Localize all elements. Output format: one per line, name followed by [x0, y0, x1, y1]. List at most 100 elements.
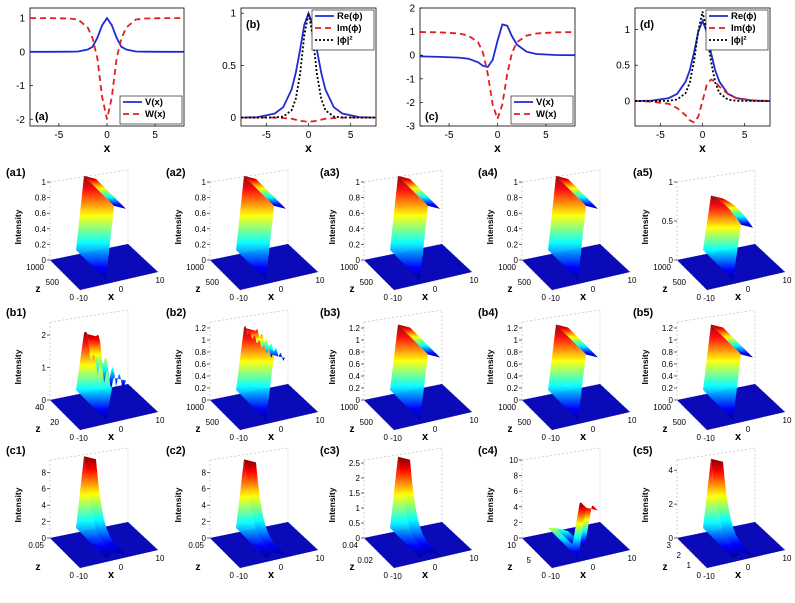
surface-chart-a1: 00.20.40.60.81Intensity05001000z-10010x(… [6, 167, 165, 303]
z-tick-label: 0.6 [349, 209, 361, 218]
panel-label: (c5) [633, 445, 653, 457]
line-chart-d: -5 0 5 0 0.5 1 x (d) Re(ϕ)Im(ϕ)|ϕ|² [616, 7, 771, 155]
z-tick-label: 0.8 [35, 194, 47, 203]
z-tick-label: 0.6 [35, 209, 47, 218]
series-line-re [634, 18, 771, 102]
z-tick-label: 6 [514, 487, 519, 496]
z-tick-label: 2 [669, 500, 674, 509]
z-tick-label: 0 [356, 534, 361, 543]
z-tick-label: 2 [42, 331, 47, 340]
x-tick-label: 0 [700, 130, 706, 141]
surface-ridge-face [236, 325, 274, 420]
intensity-axis-label: Intensity [13, 487, 23, 522]
depth-axis-label: z [663, 424, 668, 435]
depth-axis-label: z [663, 562, 668, 573]
surface-ridge-top [244, 175, 286, 209]
x-tick-label: 5 [152, 130, 158, 141]
surface-ridge-face [390, 175, 428, 280]
x-tick-label: 0 [306, 130, 312, 141]
legend-entry: Re(ϕ) [731, 11, 757, 22]
depth-tick-label: 0 [542, 571, 547, 580]
x-tick-label: 0 [279, 425, 284, 434]
surface-chart-a2: 00.20.40.60.81Intensity05001000z-10010x(… [166, 167, 325, 303]
series-line-im [634, 78, 771, 124]
depth-tick-label: 0 [697, 293, 702, 302]
x-tick-label: -10 [236, 294, 248, 303]
z-tick-label: 0.2 [195, 240, 207, 249]
x-tick-label: -10 [548, 434, 560, 443]
y-tick-label: -3 [406, 122, 415, 133]
x-tick-label: -10 [236, 434, 248, 443]
surface-chart-b3: 00.20.40.60.811.2Intensity05001000z-1001… [320, 307, 479, 443]
z-tick-label: 8 [42, 468, 47, 477]
x-tick-label: -5 [445, 130, 454, 141]
surface-chart-a4: 00.20.40.60.81Intensity05001000z-10010x(… [478, 167, 637, 303]
x-tick-label: 0 [433, 425, 438, 434]
x-tick-label: -10 [76, 572, 88, 581]
x-axis-label: x [735, 431, 742, 443]
z-tick-label: 10 [509, 456, 518, 465]
z-tick-label: 0.6 [662, 360, 674, 369]
panel-label: (a5) [633, 167, 653, 179]
depth-tick-label: 3 [667, 541, 672, 550]
x-axis-label: x [108, 291, 115, 303]
z-tick-label: 0 [202, 396, 207, 405]
x-tick-label: 10 [628, 416, 637, 425]
z-tick-label: 0.6 [507, 209, 519, 218]
z-tick-label: 0.2 [662, 384, 674, 393]
depth-axis-label: z [36, 562, 41, 573]
legend: Re(ϕ)Im(ϕ)|ϕ|² [705, 9, 769, 51]
depth-tick-label: 0 [230, 433, 235, 442]
z-tick-label: 0 [202, 256, 207, 265]
panel-label: (a2) [166, 167, 186, 179]
x-tick-label: -10 [703, 434, 715, 443]
x-axis-label: x [108, 431, 115, 443]
panel-label: (b2) [166, 307, 187, 319]
legend: V(x)W(x) [119, 95, 183, 125]
legend-entry: W(x) [536, 109, 557, 120]
z-tick-label: 0 [202, 534, 207, 543]
depth-tick-label: 1000 [26, 263, 44, 272]
legend-entry: Im(ϕ) [731, 23, 756, 34]
y-tick-label: 0 [19, 47, 25, 58]
z-tick-label: 4 [669, 466, 674, 475]
depth-tick-label: 0.04 [342, 541, 358, 550]
surface-ridge-top [244, 325, 286, 361]
z-tick-label: 0.4 [35, 225, 47, 234]
depth-tick-label: 1000 [186, 403, 204, 412]
z-tick-label: 1 [202, 178, 207, 187]
x-tick-label: 5 [543, 130, 549, 141]
x-tick-label: -5 [262, 130, 271, 141]
depth-axis-label: z [663, 284, 668, 295]
intensity-axis-label: Intensity [640, 209, 650, 244]
depth-axis-label: z [196, 562, 201, 573]
depth-tick-label: 500 [673, 418, 687, 427]
legend-entry: Re(ϕ) [337, 11, 363, 22]
x-tick-label: 0 [433, 285, 438, 294]
x-tick-label: 10 [156, 416, 165, 425]
legend-box [119, 95, 183, 125]
surface-chart-b4: 00.20.40.60.811.2Intensity05001000z-1001… [478, 307, 637, 443]
panel-label: (d) [640, 19, 654, 31]
z-tick-label: 1 [514, 178, 519, 187]
x-tick-label: 0 [119, 425, 124, 434]
x-axis-label: x [580, 431, 587, 443]
surface-ridge-face [236, 459, 274, 558]
depth-tick-label: 0 [697, 571, 702, 580]
depth-tick-label: 0 [230, 571, 235, 580]
depth-tick-label: 1000 [340, 263, 358, 272]
z-tick-label: 1 [42, 178, 47, 187]
intensity-axis-label: Intensity [327, 209, 337, 244]
z-tick-label: 1 [356, 504, 361, 513]
x-axis-label: x [422, 291, 429, 303]
x-axis-label: x [305, 141, 312, 155]
z-tick-label: 0.8 [349, 348, 361, 357]
y-tick-label: -1 [16, 81, 25, 92]
series-line-wx [30, 17, 184, 120]
z-tick-label: 2.5 [349, 459, 361, 468]
depth-tick-label: 0.05 [28, 541, 44, 550]
series-line- [635, 11, 770, 102]
x-tick-label: 0 [104, 130, 110, 141]
